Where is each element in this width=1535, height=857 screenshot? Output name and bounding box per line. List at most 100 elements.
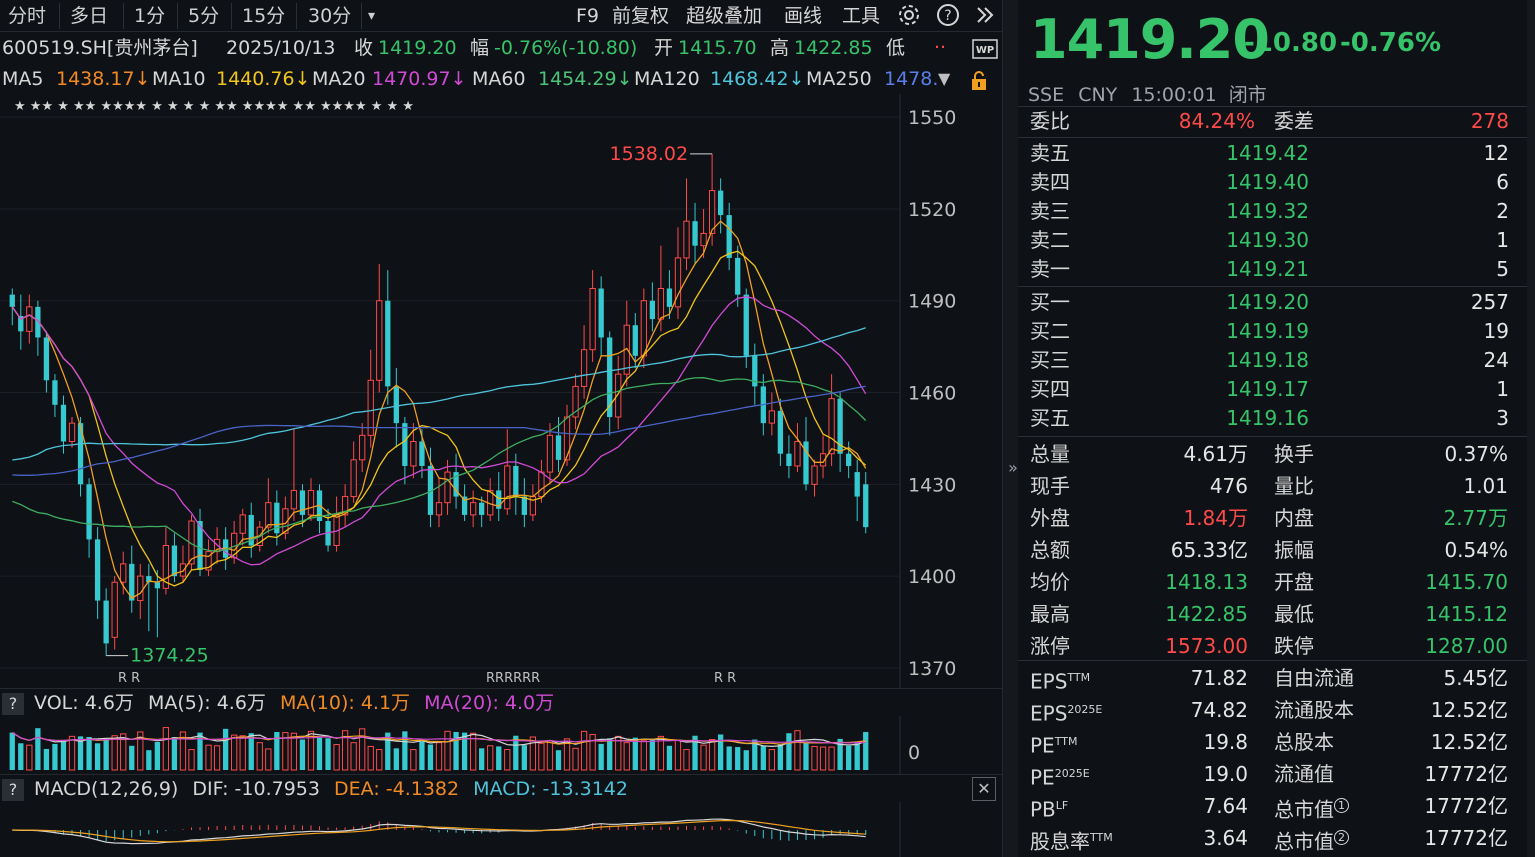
ask-row[interactable]: 卖一 1419.21 5 <box>1018 255 1527 284</box>
lock-icon[interactable] <box>968 70 992 94</box>
bid-row[interactable]: 买五 1419.16 3 <box>1018 404 1527 433</box>
bid-label: 买四 <box>1030 377 1070 401</box>
candle-body <box>197 521 203 570</box>
kline-chart[interactable]: 1550 1520 1490 1460 1430 1400 1370 ★ ★★ ★ ★★ ★★… <box>0 94 1002 688</box>
ratio-value: 84.24% <box>1178 109 1255 133</box>
tab-5min[interactable]: 5分 <box>188 5 220 27</box>
stat-label: 总量 <box>1030 442 1070 466</box>
candle-body <box>350 459 357 498</box>
candle-body <box>708 190 716 234</box>
volume-bar <box>154 742 161 770</box>
candle-body <box>146 576 152 583</box>
bid-volume: 24 <box>1483 348 1509 372</box>
volume-bar <box>376 749 383 771</box>
stat-value: 1287.00 <box>1425 634 1508 658</box>
fundamental-item: EPSTTM 71.82 <box>1030 662 1248 694</box>
ask-row[interactable]: 卖二 1419.30 1 <box>1018 226 1527 255</box>
candle-body <box>607 337 613 418</box>
ask-row[interactable]: 卖五 1419.42 12 <box>1018 139 1527 168</box>
bid-row[interactable]: 买四 1419.17 1 <box>1018 375 1527 404</box>
volume-bar <box>538 742 545 771</box>
ma-dropdown-icon[interactable]: ▼ <box>938 69 951 88</box>
y-tick-label: 1550 <box>908 107 956 129</box>
fundamental-sup: 2 <box>1334 830 1349 845</box>
volume-bar <box>846 745 852 770</box>
volume-bar <box>496 746 502 770</box>
tools-button[interactable]: 工具 <box>842 5 881 27</box>
wp-icon[interactable]: WP <box>972 38 998 68</box>
volume-bar <box>9 732 15 770</box>
r-marker: RRRRRR <box>486 671 540 686</box>
stat-label: 均价 <box>1030 570 1070 594</box>
ask-volume: 6 <box>1496 170 1509 194</box>
adjust-button[interactable]: 前复权 <box>612 5 670 27</box>
stat-value: 1415.70 <box>1425 570 1508 594</box>
ma-line: MA5 1438.17↓ MA10 1440.76↓ MA20 1470.97↓… <box>0 64 1002 94</box>
volume-bar <box>18 743 24 770</box>
help-icon[interactable]: ? <box>936 3 960 33</box>
bid-price: 1419.19 <box>1226 319 1309 343</box>
volume-bar <box>863 731 869 770</box>
macd-help-button[interactable]: ? <box>2 778 24 801</box>
candle-body <box>205 551 212 571</box>
right-edge-scroll[interactable] <box>1527 0 1535 857</box>
stat-value: 65.33亿 <box>1170 538 1248 562</box>
ask-price: 1419.21 <box>1226 257 1309 281</box>
volume-bar <box>419 741 425 770</box>
tab-15min[interactable]: 15分 <box>242 5 286 27</box>
volume-help-button[interactable]: ? <box>2 692 24 715</box>
volume-header: ? VOL: 4.6万 MA(5): 4.6万 MA(10): 4.1万 MA(… <box>0 688 1002 716</box>
volume-bar <box>632 737 638 770</box>
volume-bar <box>427 744 434 770</box>
volume-bar <box>290 732 298 771</box>
stat-label: 最低 <box>1274 602 1314 626</box>
volume-bar <box>385 732 391 770</box>
ask-row[interactable]: 卖三 1419.32 2 <box>1018 197 1527 226</box>
bid-row[interactable]: 买一 1419.20 257 <box>1018 288 1527 317</box>
tab-multiday[interactable]: 多日 <box>70 5 109 27</box>
timeframe-dropdown-icon[interactable]: ▾ <box>368 8 376 24</box>
volume-bar <box>811 745 818 771</box>
draw-button[interactable]: 画线 <box>784 5 823 27</box>
f9-button[interactable]: F9 <box>576 5 600 27</box>
fundamental-sup: 2025E <box>1067 703 1103 716</box>
bid-row[interactable]: 买三 1419.18 24 <box>1018 346 1527 375</box>
settings-icon[interactable] <box>897 3 921 33</box>
ma10-value: 1440.76↓ <box>216 68 311 90</box>
ask-label: 卖三 <box>1030 199 1070 223</box>
fundamental-value: 3.64 <box>1203 826 1248 850</box>
stat-label: 换手 <box>1274 442 1314 466</box>
ask-row[interactable]: 卖四 1419.40 6 <box>1018 168 1527 197</box>
double-chevron-icon[interactable] <box>974 3 996 33</box>
vol-axis-zero: 0 <box>908 742 921 764</box>
candle-body <box>538 471 545 498</box>
bid-row[interactable]: 买二 1419.19 19 <box>1018 317 1527 346</box>
collapse-arrow-icon[interactable]: » <box>1008 458 1018 477</box>
low-marker-label: 1374.25 <box>130 645 209 667</box>
volume-bar <box>239 735 246 771</box>
fundamental-label: PE2025E <box>1030 765 1090 790</box>
fundamental-sup: LF <box>1055 799 1069 812</box>
volume-bar <box>205 744 212 771</box>
volume-bar <box>103 738 109 770</box>
tab-timeshare[interactable]: 分时 <box>8 5 47 27</box>
y-tick-label: 1370 <box>908 658 956 680</box>
volume-bar <box>623 742 630 771</box>
candle-body <box>137 575 144 602</box>
svg-text:?: ? <box>944 8 951 24</box>
volume-bar <box>735 747 741 770</box>
volume-bar <box>760 745 766 770</box>
overlay-button[interactable]: 超级叠加 <box>686 5 763 27</box>
volume-bar <box>111 735 118 771</box>
tab-30min[interactable]: 30分 <box>308 5 352 27</box>
stat-label: 量比 <box>1274 474 1314 498</box>
macd-close-icon[interactable]: ✕ <box>972 777 996 801</box>
stat-item: 换手 0.37% <box>1274 438 1508 470</box>
fundamental-value: 19.8 <box>1203 730 1248 754</box>
volume-bar <box>768 749 775 771</box>
fundamental-value: 12.52亿 <box>1430 698 1508 722</box>
tab-1min[interactable]: 1分 <box>134 5 166 27</box>
quote-panel: 1419.20 -10.80 -0.76% SSE CNY 15:00:01 闭… <box>1018 0 1527 857</box>
ask-volume: 2 <box>1496 199 1509 223</box>
candle-body <box>60 404 67 442</box>
